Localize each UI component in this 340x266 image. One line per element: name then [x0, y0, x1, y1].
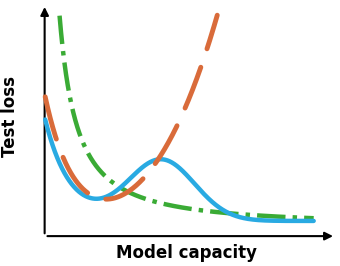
Text: Test loss: Test loss — [1, 76, 19, 157]
X-axis label: Model capacity: Model capacity — [116, 244, 257, 262]
